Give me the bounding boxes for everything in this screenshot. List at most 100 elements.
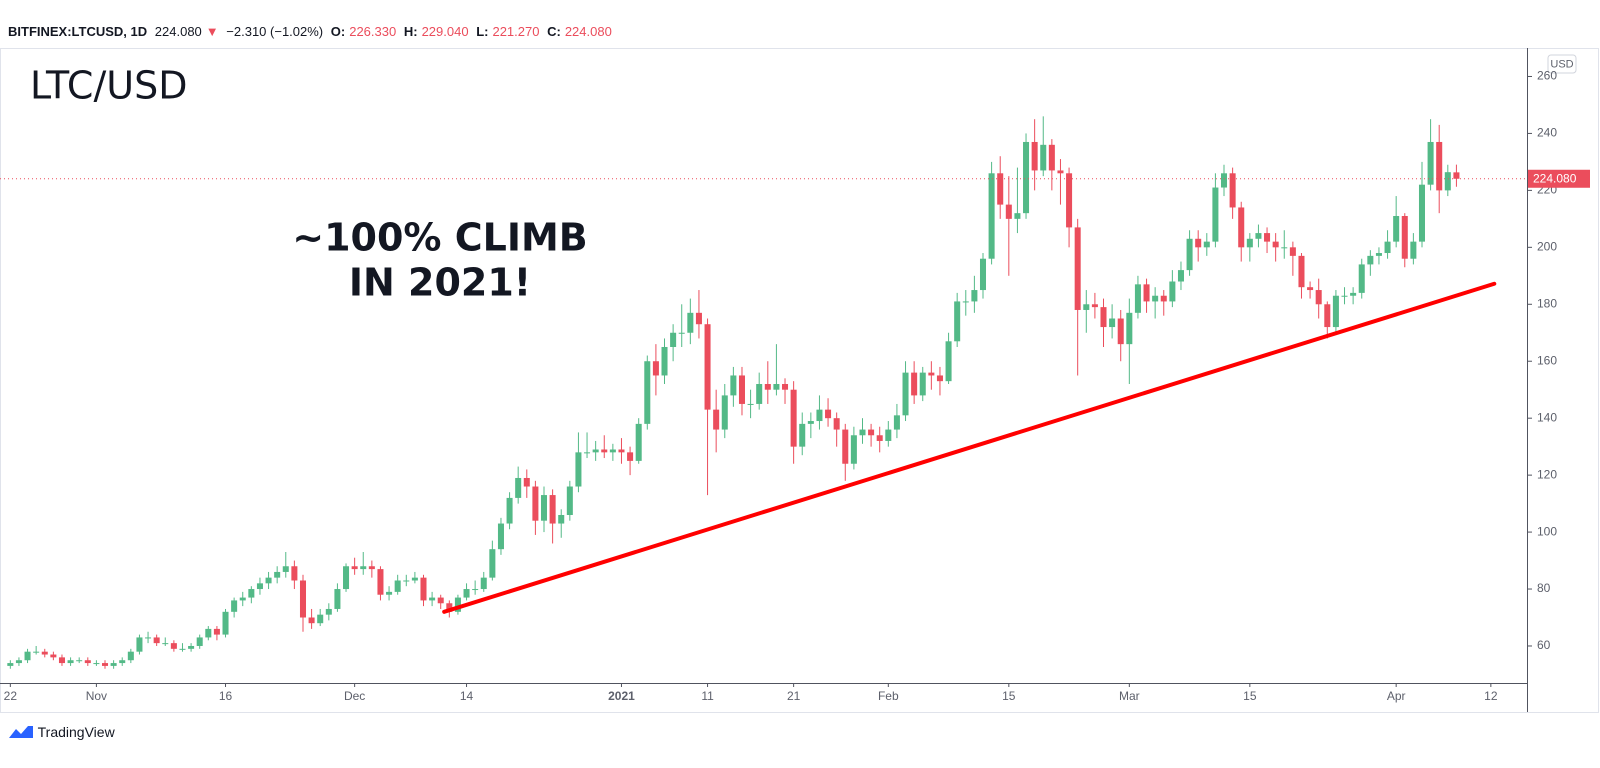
candle-body [1134,284,1141,313]
candle-body [489,549,496,578]
candle-body [454,597,461,612]
candle-body [15,660,22,664]
candle-body [446,603,453,612]
candle-body [1367,255,1374,265]
candle-body [773,384,780,390]
candle-body [325,608,332,615]
candle-body [162,643,169,645]
close-label: C: [547,24,561,39]
unit-box [1547,54,1577,74]
candle-body [1143,284,1150,302]
low-value: 221.270 [492,24,540,39]
candle-body [1074,227,1081,310]
candle-body [1091,304,1098,308]
header: BITFINEX:LTCUSD, 1D 224.080 ▼ −2.310 (−1.… [8,24,616,39]
down-arrow: ▼ [205,24,219,39]
candle-body [1375,253,1382,256]
candle-body [627,452,634,461]
candle-body [644,361,651,424]
candle-body [411,577,418,581]
candle-body [24,651,31,661]
candle-body [859,429,866,436]
candle-body [1117,318,1124,345]
candle-body [351,566,358,570]
candle-body [7,663,14,666]
candle-body [386,591,393,595]
candle-body [687,312,694,333]
x-tick-label: Dec [344,689,365,703]
candle-body [885,429,892,441]
candle-body [1289,247,1296,256]
candle-body [231,600,238,612]
candle-body [540,495,548,521]
x-tick-label: Nov [86,689,107,703]
candle-body [618,449,625,453]
candle-body [1005,204,1012,219]
candle-body [93,663,100,665]
y-tick-label: 80 [1537,581,1551,595]
candle-body [1066,173,1073,228]
logo-text: TradingView [37,724,115,740]
candle-body [343,566,350,590]
candle-body [678,332,685,334]
y-tick-label: 120 [1537,467,1557,481]
candle-body [954,301,961,342]
candle-body [497,523,504,550]
candle-body [756,384,763,404]
candle-body [850,435,857,464]
candle-body [119,660,126,664]
candle-body [136,637,143,652]
candle-body [170,643,177,649]
candle-body [1298,255,1305,288]
change: −2.310 (−1.02%) [226,24,324,39]
candle-body [575,452,582,487]
high-value: 229.040 [421,24,469,39]
x-tick-label: Mar [1119,689,1140,703]
candle-body [1341,295,1348,297]
candle-body [102,663,109,666]
candle-body [558,514,565,524]
low-label: L: [476,24,489,39]
candle-body [592,449,599,453]
y-tick-label: 100 [1537,524,1557,538]
candle-body [50,654,57,658]
candle-body [1014,213,1021,219]
x-tick-label: 21 [787,689,801,703]
candle-body [248,589,255,598]
candle-body [1358,264,1365,293]
y-tick-label: 180 [1537,296,1557,310]
candle-body [188,645,195,649]
x-tick-label: 11 [701,689,714,703]
last-price-box [1528,169,1590,188]
candle-body [816,409,823,422]
candle-body [1350,292,1357,296]
candle-body [480,577,487,590]
open-label: O: [330,24,346,39]
candle-body [67,660,74,664]
candle-body [41,651,48,655]
candle-body [1281,247,1288,249]
candle-body [919,372,926,396]
candle-body [1057,170,1064,174]
candle-body [1444,172,1451,191]
open-value: 226.330 [349,24,397,39]
candle-body [110,663,117,666]
candle-body [1401,216,1408,259]
candle-body [945,341,952,382]
candle-body [523,477,530,487]
y-tick-label: 200 [1537,239,1557,253]
candle-body [979,258,987,291]
candle-body [377,569,384,595]
candle-body [1186,238,1193,271]
candle-body [360,566,367,570]
candle-body [584,452,591,454]
candle-body [84,660,91,664]
annotation: IN 2021! [349,261,531,305]
unit-label: USD [1550,58,1573,70]
candle-body [1177,270,1184,282]
candle-body [764,384,771,390]
candle-body [1418,184,1425,242]
last-price: 224.080 [154,24,202,39]
candle-body [911,372,918,396]
candle-body [1220,173,1228,188]
